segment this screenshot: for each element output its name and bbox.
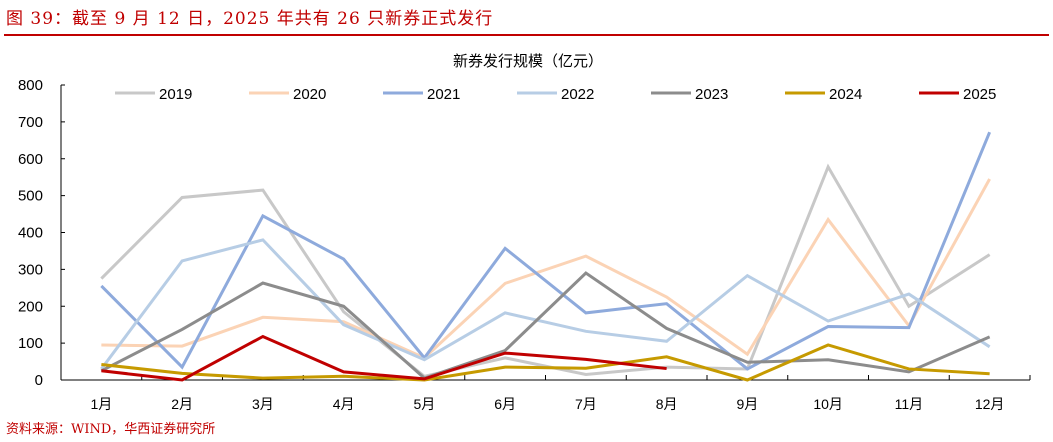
legend-item-2023: 2023 <box>651 86 728 103</box>
y-tick-label: 500 <box>18 188 43 205</box>
y-tick-label: 300 <box>18 261 43 278</box>
series-line-2023 <box>100 271 991 380</box>
legend-item-2022: 2022 <box>517 86 594 103</box>
title-divider <box>4 34 1049 36</box>
legend-label: 2020 <box>293 86 326 103</box>
x-tick-label: 11月 <box>895 396 924 412</box>
x-tick-label: 9月 <box>736 396 758 412</box>
series-line-2020 <box>101 178 991 360</box>
series-line-2024 <box>101 343 990 382</box>
legend-label: 2025 <box>963 86 996 103</box>
x-tick-label: 5月 <box>413 396 435 412</box>
chart-title: 新券发行规模（亿元） <box>453 53 603 70</box>
legend-item-2021: 2021 <box>383 86 460 103</box>
x-tick-label: 2月 <box>171 396 193 412</box>
legend-label: 2023 <box>695 86 728 103</box>
x-tick-label: 4月 <box>333 396 355 412</box>
x-tick-label: 8月 <box>656 396 678 412</box>
legend-item-2019: 2019 <box>115 86 192 103</box>
x-tick-label: 10月 <box>813 396 843 412</box>
y-tick-label: 800 <box>18 77 43 94</box>
series-line-2021 <box>100 131 992 371</box>
y-tick-label: 600 <box>18 151 43 168</box>
legend-label: 2022 <box>561 86 594 103</box>
source-note: 资料来源：WIND，华西证券研究所 <box>6 422 216 437</box>
x-tick-label: 1月 <box>90 396 112 412</box>
legend-item-2020: 2020 <box>249 86 326 103</box>
legend-label: 2019 <box>159 86 192 103</box>
x-tick-label: 3月 <box>252 396 274 412</box>
y-tick-label: 200 <box>18 298 43 315</box>
x-tick-label: 7月 <box>575 396 597 412</box>
y-tick-label: 400 <box>18 225 43 242</box>
series-line-2022 <box>100 238 991 370</box>
figure-title: 图 39：截至 9 月 12 日，2025 年共有 26 只新券正式发行 <box>6 9 494 29</box>
y-tick-label: 100 <box>18 335 43 352</box>
y-tick-label: 0 <box>35 372 43 389</box>
legend-label: 2024 <box>829 86 862 103</box>
x-tick-label: 12月 <box>975 396 1005 412</box>
y-tick-label: 700 <box>18 114 43 131</box>
legend-label: 2021 <box>427 86 460 103</box>
series-line-2025 <box>101 334 667 382</box>
legend-item-2025: 2025 <box>919 86 996 103</box>
x-tick-label: 6月 <box>494 396 516 412</box>
legend-item-2024: 2024 <box>785 86 862 103</box>
